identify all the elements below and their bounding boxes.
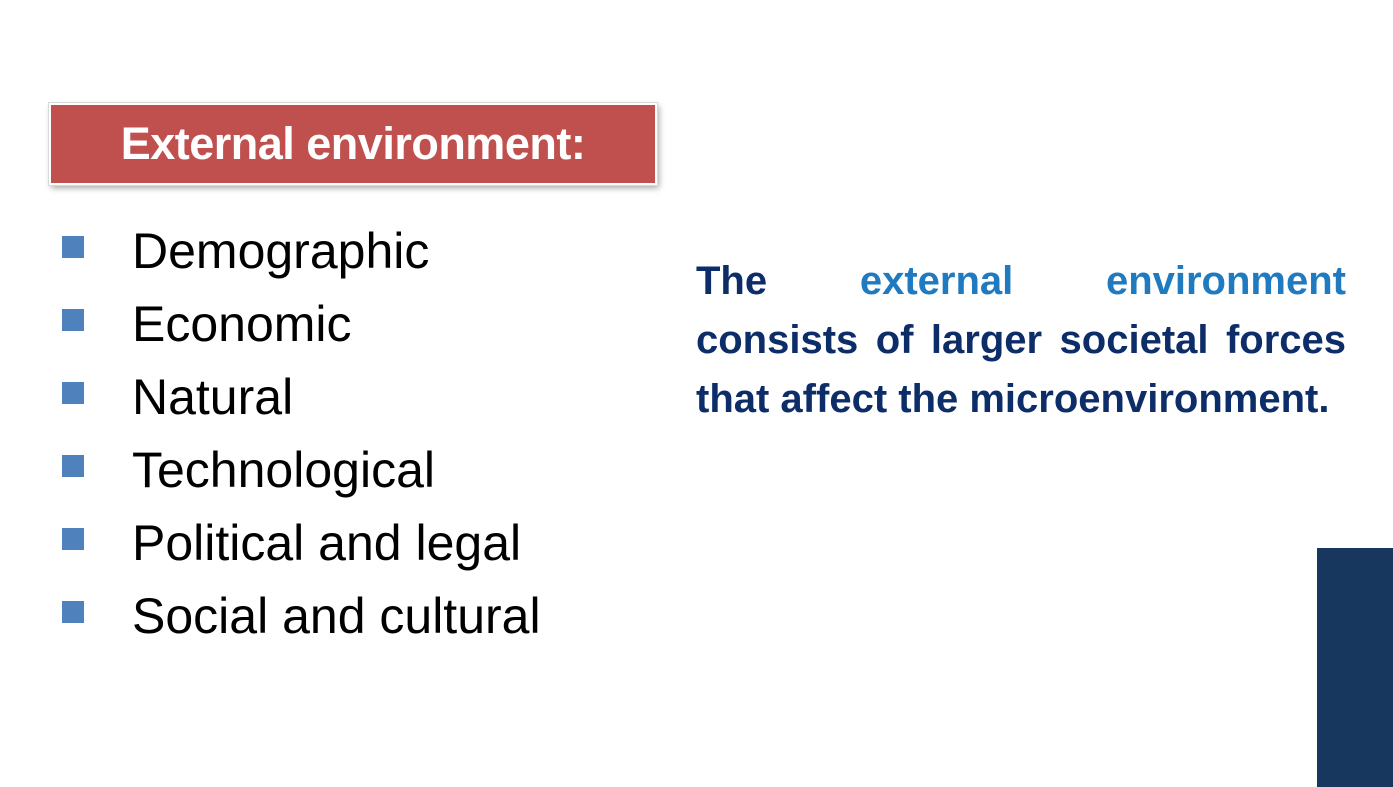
- square-bullet-icon: [62, 528, 84, 550]
- definition-rest: consists of larger societal forces that …: [696, 318, 1346, 421]
- definition-highlight: external environment: [859, 259, 1346, 303]
- list-item-label: Natural: [132, 369, 294, 425]
- list-item-label: Demographic: [132, 223, 430, 279]
- definition-lead: The: [696, 259, 768, 303]
- definition-paragraph: The external environment consists of lar…: [696, 252, 1346, 429]
- list-item-label: Economic: [132, 296, 352, 352]
- decorative-corner-bar: [1317, 548, 1393, 787]
- list-item-label: Social and cultural: [132, 588, 541, 644]
- square-bullet-icon: [62, 382, 84, 404]
- slide-title-box: External environment:: [49, 103, 657, 185]
- square-bullet-icon: [62, 601, 84, 623]
- slide-title: External environment:: [120, 118, 586, 169]
- square-bullet-icon: [62, 455, 84, 477]
- square-bullet-icon: [62, 236, 84, 258]
- square-bullet-icon: [62, 309, 84, 331]
- list-item-label: Technological: [132, 442, 435, 498]
- list-item-label: Political and legal: [132, 515, 522, 571]
